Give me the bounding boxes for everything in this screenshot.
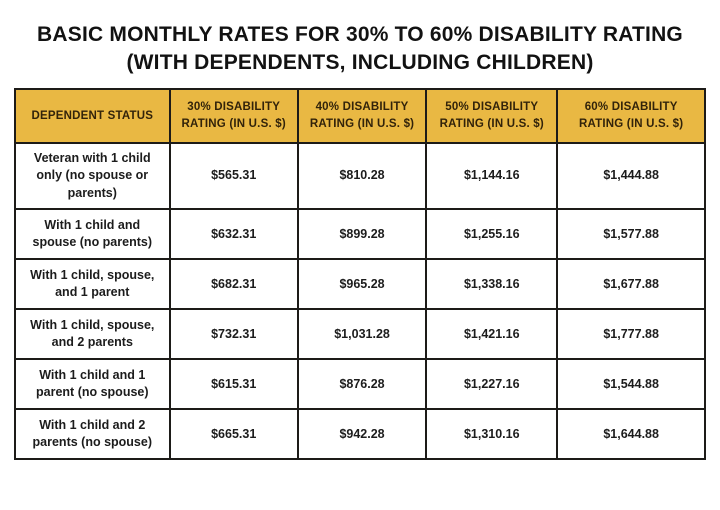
cell-rate-60: $1,544.88 (556, 358, 706, 411)
cell-rate-40: $876.28 (296, 358, 428, 411)
cell-dependent-status: With 1 child and 2 parents (no spouse) (14, 408, 171, 461)
rates-table-container: DEPENDENT STATUS 30% DISABILITY RATING (… (0, 77, 720, 461)
cell-rate-60: $1,444.88 (556, 141, 706, 211)
cell-rate-40: $942.28 (296, 408, 428, 461)
table-row: With 1 child and spouse (no parents) $63… (14, 208, 706, 261)
header-cell-40-percent: 40% DISABILITY RATING (IN U.S. $) (296, 87, 428, 144)
cell-rate-50: $1,421.16 (425, 308, 559, 361)
cell-dependent-status: With 1 child, spouse, and 1 parent (14, 258, 171, 311)
table-row: With 1 child and 2 parents (no spouse) $… (14, 408, 706, 461)
cell-rate-60: $1,644.88 (556, 408, 706, 461)
cell-rate-60: $1,577.88 (556, 208, 706, 261)
cell-rate-30: $615.31 (168, 358, 299, 411)
cell-dependent-status: Veteran with 1 child only (no spouse or … (14, 141, 171, 211)
cell-rate-50: $1,227.16 (425, 358, 559, 411)
cell-rate-50: $1,338.16 (425, 258, 559, 311)
cell-rate-50: $1,144.16 (425, 141, 559, 211)
cell-rate-30: $632.31 (168, 208, 299, 261)
header-cell-30-percent: 30% DISABILITY RATING (IN U.S. $) (168, 87, 299, 144)
page-title: BASIC MONTHLY RATES FOR 30% TO 60% DISAB… (0, 0, 720, 77)
header-cell-50-percent: 50% DISABILITY RATING (IN U.S. $) (425, 87, 559, 144)
page-title-line-2: (WITH DEPENDENTS, INCLUDING CHILDREN) (126, 50, 594, 74)
cell-rate-50: $1,310.16 (425, 408, 559, 461)
cell-rate-50: $1,255.16 (425, 208, 559, 261)
cell-rate-40: $1,031.28 (296, 308, 428, 361)
cell-rate-60: $1,777.88 (556, 308, 706, 361)
cell-rate-30: $665.31 (168, 408, 299, 461)
cell-rate-30: $732.31 (168, 308, 299, 361)
cell-rate-40: $899.28 (296, 208, 428, 261)
cell-dependent-status: With 1 child and spouse (no parents) (14, 208, 171, 261)
page-title-line-1: BASIC MONTHLY RATES FOR 30% TO 60% DISAB… (37, 23, 683, 46)
table-header-row: DEPENDENT STATUS 30% DISABILITY RATING (… (14, 87, 706, 144)
cell-rate-40: $810.28 (296, 141, 428, 211)
table-row: With 1 child, spouse, and 1 parent $682.… (14, 258, 706, 311)
header-cell-60-percent: 60% DISABILITY RATING (IN U.S. $) (556, 87, 706, 144)
table-row: Veteran with 1 child only (no spouse or … (14, 141, 706, 211)
cell-rate-30: $682.31 (168, 258, 299, 311)
table-row: With 1 child, spouse, and 2 parents $732… (14, 308, 706, 361)
disability-rates-table: DEPENDENT STATUS 30% DISABILITY RATING (… (14, 87, 706, 461)
cell-rate-40: $965.28 (296, 258, 428, 311)
cell-rate-60: $1,677.88 (556, 258, 706, 311)
cell-dependent-status: With 1 child and 1 parent (no spouse) (14, 358, 171, 411)
cell-rate-30: $565.31 (168, 141, 299, 211)
table-row: With 1 child and 1 parent (no spouse) $6… (14, 358, 706, 411)
header-cell-dependent-status: DEPENDENT STATUS (14, 87, 171, 144)
cell-dependent-status: With 1 child, spouse, and 2 parents (14, 308, 171, 361)
